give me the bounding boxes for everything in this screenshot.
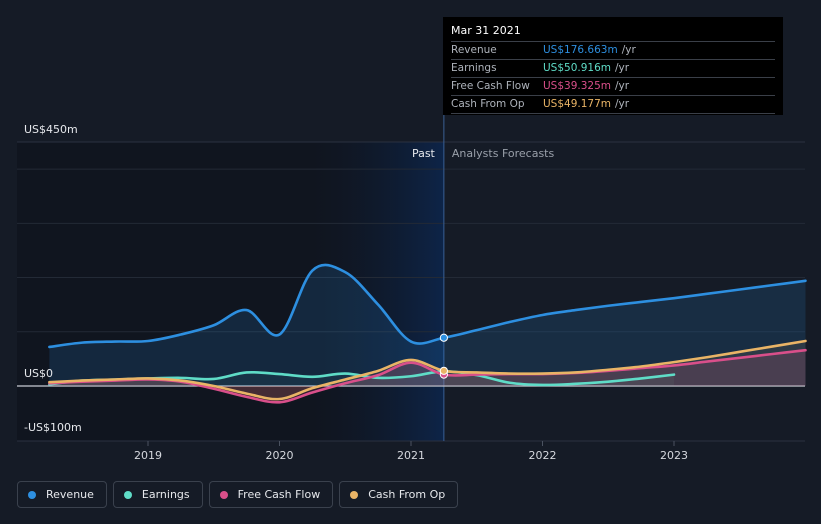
y-axis-label: -US$100m (24, 421, 82, 434)
tooltip-unit: /yr (615, 80, 630, 92)
x-tick-label: 2019 (134, 449, 162, 462)
cash-from-op-marker (439, 366, 448, 375)
tooltip-unit: /yr (621, 44, 636, 56)
forecast-label: Analysts Forecasts (452, 147, 555, 160)
revenue-line (48, 263, 807, 349)
tooltip-date: Mar 31 2021 (451, 23, 775, 42)
tooltip-label: Free Cash Flow (451, 80, 530, 92)
tooltip-row-revenue: Revenue US$176.663m /yr (451, 42, 775, 60)
tooltip-row-earnings: Earnings US$50.916m /yr (451, 60, 775, 78)
x-tick-label: 2020 (266, 449, 294, 462)
legend-item-free-cash-flow[interactable]: Free Cash Flow (208, 481, 334, 508)
tooltip-unit: /yr (615, 98, 630, 110)
y-axis-label: US$450m (24, 123, 78, 136)
legend-item-cash-from-op[interactable]: Cash From Op (339, 481, 459, 508)
revenue-marker (439, 333, 448, 342)
revenue-area (49, 264, 806, 386)
highlight-region (312, 142, 444, 441)
tooltip-value: US$50.916m (543, 62, 611, 74)
free-cash-flow-area (49, 350, 806, 403)
legend-item-revenue[interactable]: Revenue (17, 481, 107, 508)
legend-label: Revenue (46, 488, 94, 501)
tooltip-row-free-cash-flow: Free Cash Flow US$39.325m /yr (451, 78, 775, 96)
free-cash-flow-dot-icon (219, 490, 228, 499)
tooltip-label: Cash From Op (451, 98, 525, 110)
revenue-dot-icon (28, 490, 36, 499)
tooltip-unit: /yr (615, 62, 630, 74)
tooltip-row-cash-from-op: Cash From Op US$49.177m /yr (451, 96, 775, 114)
tooltip-label: Earnings (451, 62, 497, 74)
legend: Revenue Earnings Free Cash Flow Cash Fro… (17, 481, 459, 508)
x-tick-label: 2021 (397, 449, 425, 462)
earnings-dot-icon (123, 490, 132, 499)
legend-item-earnings[interactable]: Earnings (112, 481, 203, 508)
x-tick-label: 2022 (529, 449, 557, 462)
tooltip: Mar 31 2021 Revenue US$176.663m /yr Earn… (443, 17, 783, 115)
tooltip-value: US$49.177m (543, 98, 611, 110)
y-axis-label: US$0 (24, 367, 53, 380)
legend-label: Free Cash Flow (237, 488, 321, 501)
tooltip-value: US$39.325m (543, 80, 611, 92)
tooltip-label: Revenue (451, 44, 497, 56)
tooltip-value: US$176.663m (543, 44, 618, 56)
past-label: Past (412, 147, 436, 160)
cash-from-op-dot-icon (350, 490, 359, 499)
cash-from-op-area (49, 340, 806, 400)
legend-label: Cash From Op (368, 488, 446, 501)
cash-from-op-line (48, 339, 807, 401)
x-tick-label: 2023 (660, 449, 688, 462)
legend-label: Earnings (141, 488, 190, 501)
